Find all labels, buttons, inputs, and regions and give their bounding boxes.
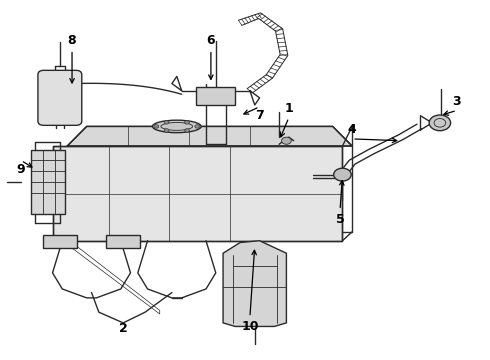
Circle shape bbox=[334, 168, 351, 181]
FancyBboxPatch shape bbox=[196, 87, 235, 105]
Text: 5: 5 bbox=[336, 213, 344, 226]
Circle shape bbox=[164, 121, 169, 124]
Ellipse shape bbox=[152, 120, 201, 133]
Text: 6: 6 bbox=[207, 34, 215, 47]
Circle shape bbox=[185, 121, 190, 124]
Polygon shape bbox=[30, 150, 65, 214]
Circle shape bbox=[164, 129, 169, 132]
Text: 1: 1 bbox=[285, 102, 293, 115]
Circle shape bbox=[282, 137, 291, 144]
Text: 7: 7 bbox=[255, 109, 264, 122]
Polygon shape bbox=[106, 235, 140, 248]
Circle shape bbox=[429, 115, 451, 131]
Polygon shape bbox=[67, 126, 352, 146]
Text: 2: 2 bbox=[119, 322, 127, 335]
Circle shape bbox=[154, 125, 159, 128]
Polygon shape bbox=[52, 146, 343, 241]
Text: 3: 3 bbox=[453, 95, 461, 108]
Text: 10: 10 bbox=[241, 320, 259, 333]
Circle shape bbox=[185, 129, 190, 132]
Polygon shape bbox=[43, 235, 77, 248]
Circle shape bbox=[195, 125, 200, 128]
Text: 9: 9 bbox=[17, 163, 25, 176]
Text: 8: 8 bbox=[68, 34, 76, 47]
Polygon shape bbox=[223, 241, 287, 327]
Text: 4: 4 bbox=[348, 123, 357, 136]
FancyBboxPatch shape bbox=[38, 70, 82, 125]
